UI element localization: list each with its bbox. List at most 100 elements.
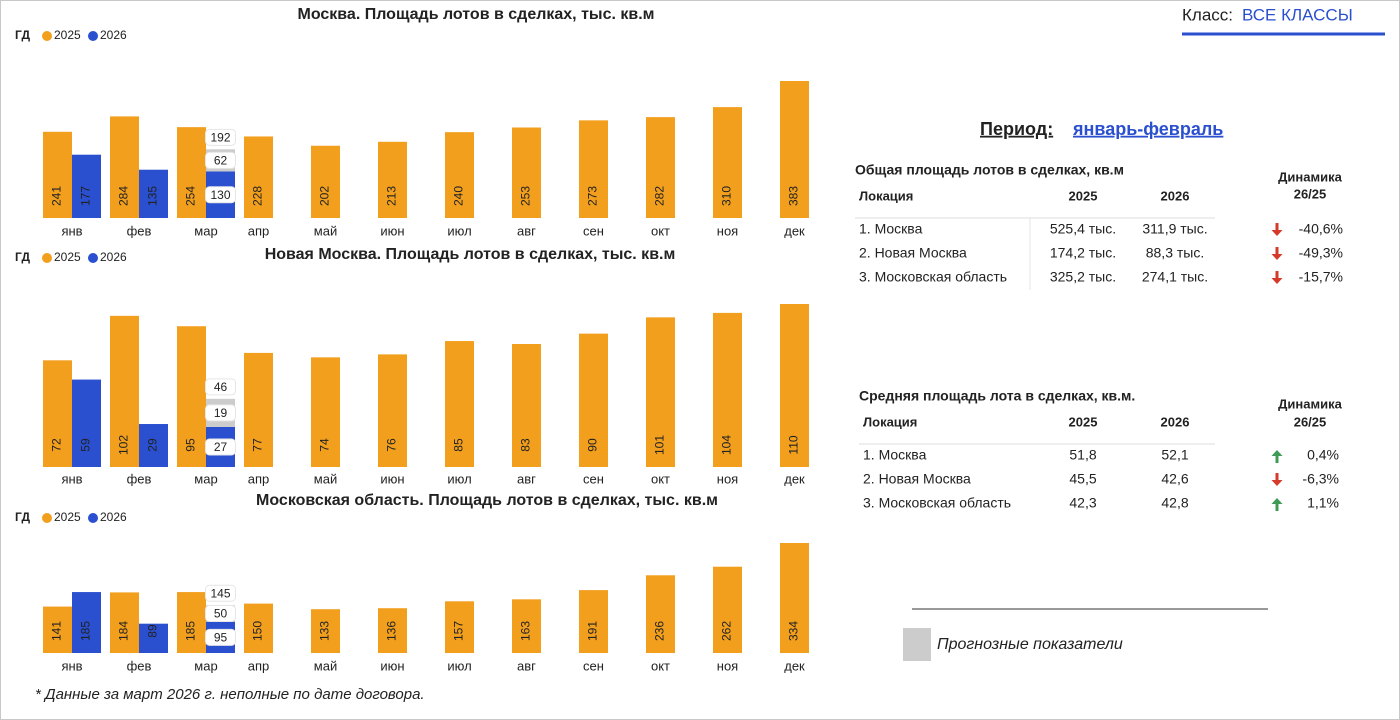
data-label: 253 xyxy=(519,186,533,206)
table-cell: 52,1 xyxy=(1161,447,1188,463)
table-cell: -6,3% xyxy=(1302,471,1339,487)
table-cell: 45,5 xyxy=(1069,471,1096,487)
x-tick-label: дек xyxy=(784,471,805,486)
legend-title: ГД xyxy=(15,28,31,42)
x-tick-label: июн xyxy=(380,658,404,673)
data-label: 90 xyxy=(586,438,600,452)
data-label: 284 xyxy=(117,186,131,206)
bar xyxy=(43,360,72,467)
data-label: 228 xyxy=(251,186,265,206)
bar xyxy=(780,304,809,467)
bar xyxy=(43,131,72,218)
period-value[interactable]: январь-февраль xyxy=(1072,119,1223,139)
data-label: 130 xyxy=(210,188,230,202)
legend-dot xyxy=(42,253,52,263)
data-label: 62 xyxy=(214,154,228,168)
bar xyxy=(512,599,541,653)
trend-arrow xyxy=(1271,473,1283,486)
data-label: 77 xyxy=(251,438,265,452)
x-tick-label: апр xyxy=(248,658,270,673)
bar xyxy=(244,352,273,467)
x-tick-label: авг xyxy=(517,471,536,486)
data-label: 150 xyxy=(251,621,265,641)
x-tick-label: янв xyxy=(61,471,82,486)
x-tick-label: янв xyxy=(61,658,82,673)
data-label: 240 xyxy=(452,186,466,206)
x-tick-label: июл xyxy=(447,658,471,673)
label-box xyxy=(205,628,236,646)
bar xyxy=(579,333,608,467)
x-tick-label: янв xyxy=(61,223,82,238)
chart-title: Новая Москва. Площадь лотов в сделках, т… xyxy=(265,246,676,263)
x-tick-label: ноя xyxy=(717,658,738,673)
forecast-swatch xyxy=(903,628,931,661)
footnote: * Данные за март 2026 г. неполные по дат… xyxy=(35,686,425,703)
x-tick-label: фев xyxy=(127,223,152,238)
bar xyxy=(445,341,474,467)
bar xyxy=(378,141,407,218)
legend-label: 2026 xyxy=(100,250,127,264)
table-cell: 311,9 тыс. xyxy=(1142,221,1207,237)
class-value[interactable]: ВСЕ КЛАССЫ xyxy=(1242,5,1353,24)
data-label: 46 xyxy=(214,380,228,394)
x-tick-label: мар xyxy=(194,471,217,486)
x-tick-label: авг xyxy=(517,223,536,238)
x-tick-label: дек xyxy=(784,223,805,238)
legend-dot xyxy=(88,513,98,523)
bar xyxy=(713,566,742,653)
bar xyxy=(378,354,407,467)
column-header: 2026 xyxy=(1161,188,1190,203)
trend-arrow xyxy=(1271,223,1283,236)
table-cell: 274,1 тыс. xyxy=(1142,269,1208,285)
column-header: 26/25 xyxy=(1294,414,1327,429)
data-label: 185 xyxy=(79,621,93,641)
table-cell: 2. Новая Москва xyxy=(863,471,971,487)
legend-title: ГД xyxy=(15,250,31,264)
x-tick-label: окт xyxy=(651,223,670,238)
data-label: 50 xyxy=(214,607,228,621)
bar xyxy=(646,317,675,467)
data-label: 383 xyxy=(787,186,801,206)
bar xyxy=(512,344,541,467)
data-label: 213 xyxy=(385,186,399,206)
column-header: Динамика xyxy=(1278,396,1342,411)
x-tick-label: май xyxy=(314,658,337,673)
label-box xyxy=(205,128,236,146)
table-cell: 42,6 xyxy=(1161,471,1188,487)
trend-arrow xyxy=(1271,247,1283,260)
data-label: 191 xyxy=(586,621,600,641)
chart-title: Московская область. Площадь лотов в сдел… xyxy=(256,492,718,509)
x-tick-label: май xyxy=(314,223,337,238)
data-label: 102 xyxy=(117,435,131,455)
data-label: 72 xyxy=(50,438,64,452)
table-cell: -15,7% xyxy=(1299,269,1343,285)
legend-title: ГД xyxy=(15,510,31,524)
x-tick-label: фев xyxy=(127,471,152,486)
trend-arrow xyxy=(1271,271,1283,284)
data-label: 157 xyxy=(452,621,466,641)
bar xyxy=(378,608,407,653)
column-header: 2025 xyxy=(1069,414,1098,429)
bar xyxy=(177,127,206,218)
x-tick-label: июл xyxy=(447,223,471,238)
data-label: 192 xyxy=(210,130,230,144)
x-tick-label: мар xyxy=(194,658,217,673)
label-box xyxy=(205,584,236,602)
label-box xyxy=(205,604,236,622)
label-box xyxy=(205,404,236,422)
table-cell: 174,2 тыс. xyxy=(1050,245,1116,261)
legend-dot xyxy=(88,31,98,41)
data-label: 95 xyxy=(214,631,228,645)
bar xyxy=(139,169,168,218)
data-label: 83 xyxy=(519,438,533,452)
data-label: 89 xyxy=(146,624,160,638)
x-tick-label: ноя xyxy=(717,223,738,238)
legend-dot xyxy=(42,513,52,523)
data-label: 236 xyxy=(653,621,667,641)
x-tick-label: апр xyxy=(248,471,270,486)
data-label: 282 xyxy=(653,186,667,206)
table-cell: 1. Москва xyxy=(863,447,927,463)
bar xyxy=(713,107,742,218)
label-box xyxy=(205,378,236,396)
